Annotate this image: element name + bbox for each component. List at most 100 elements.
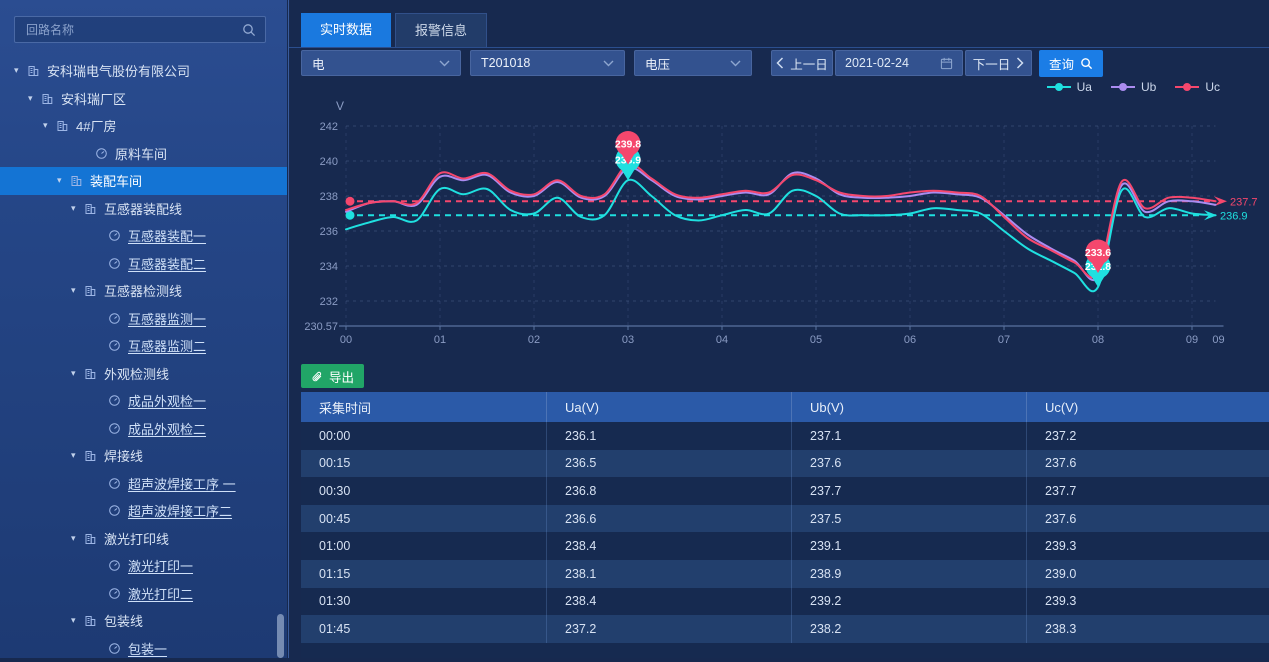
date-input[interactable]: 2021-02-24 [835,50,963,76]
tree-item[interactable]: ▾激光打印线 [0,525,287,553]
tree-item[interactable]: ▾焊接线 [0,442,287,470]
tree-item[interactable]: 互感器监测二 [0,332,287,360]
next-day-button[interactable]: 下一日 [965,50,1032,76]
table-cell: 237.2 [546,615,791,643]
tree-item[interactable]: ▾ 互感器检测线 [0,277,287,305]
tree-item[interactable]: 成品外观检二 [0,415,287,443]
tree-item[interactable]: 互感器装配一 [0,222,287,250]
svg-text:00: 00 [340,334,352,346]
tree-item-label: 包装线 [104,611,143,630]
building-icon [84,367,97,380]
gauge-icon [108,339,121,352]
legend-item-ub[interactable]: Ub [1110,80,1156,94]
table-cell: 237.2 [1026,422,1269,450]
caret-down-icon[interactable]: ▾ [14,66,27,75]
svg-text:08: 08 [1092,334,1104,346]
next-day-label: 下一日 [973,54,1011,73]
svg-text:239.8: 239.8 [615,139,641,151]
search-input[interactable] [24,22,242,38]
table-cell: 237.6 [1026,450,1269,478]
tree-item[interactable]: 成品外观检一 [0,387,287,415]
caret-down-icon[interactable]: ▾ [71,369,84,378]
tree-item-label: 外观检测线 [104,364,169,383]
tab-alarm-info[interactable]: 报警信息 [395,13,487,47]
building-icon [84,614,97,627]
tree-item[interactable]: 原料车间 [0,140,287,168]
query-button[interactable]: 查询 [1039,50,1103,77]
gauge-icon [108,642,121,655]
tree-item-label: 互感器装配线 [104,199,182,218]
search-icon[interactable] [242,23,256,37]
table-cell: 01:15 [301,560,546,588]
tree-item[interactable]: ▾装配车间 [0,167,287,195]
tree-item[interactable]: ▾ 互感器装配线 [0,195,287,223]
svg-text:02: 02 [528,334,540,346]
chevron-left-icon [776,57,784,69]
paperclip-icon [311,370,323,383]
tree-item-label: 激光打印一 [128,556,193,575]
tree-item[interactable]: 互感器监测一 [0,305,287,333]
svg-text:236: 236 [320,226,338,238]
select-value: 电 [312,54,325,73]
legend-item-ua[interactable]: Ua [1046,80,1092,94]
table-cell: 239.0 [1026,560,1269,588]
building-icon [84,449,97,462]
tree-item[interactable]: ▾ 外观检测线 [0,360,287,388]
tab-realtime-data[interactable]: 实时数据 [301,13,391,47]
tree-item-label: 互感器监测一 [128,309,206,328]
table-cell: 236.5 [546,450,791,478]
caret-down-icon[interactable]: ▾ [71,286,84,295]
device-select[interactable]: T201018 [470,50,625,76]
export-button[interactable]: 导出 [301,364,364,388]
svg-text:03: 03 [622,334,634,346]
svg-text:05: 05 [810,334,822,346]
caret-down-icon[interactable]: ▾ [71,204,84,213]
circuit-search-box[interactable] [14,16,266,43]
caret-down-icon[interactable]: ▾ [71,616,84,625]
energy-type-select[interactable]: 电 [301,50,461,76]
sidebar-scrollbar-thumb[interactable] [277,614,284,658]
tree-item[interactable]: ▾安科瑞电气股份有限公司 [0,57,287,85]
tree-item-label: 包装一 [128,639,167,658]
tree-item[interactable]: 超声波焊接工序二 [0,497,287,525]
tree-item[interactable]: 超声波焊接工序 一 [0,470,287,498]
sidebar: ▾安科瑞电气股份有限公司▾安科瑞厂区▾4#厂房原料车间▾装配车间▾互感器装配线互… [0,0,287,658]
select-value: 电压 [645,54,670,73]
table-cell: 238.4 [546,588,791,616]
column-header: Ub(V) [791,392,1026,422]
table-cell: 236.1 [546,422,791,450]
caret-down-icon[interactable]: ▾ [43,121,56,130]
tree-item[interactable]: 互感器装配二 [0,250,287,278]
date-value: 2021-02-24 [845,56,909,70]
tree-item-label: 互感器检测线 [104,281,182,300]
caret-down-icon[interactable]: ▾ [71,451,84,460]
gauge-icon [108,312,121,325]
tree-item[interactable]: ▾4#厂房 [0,112,287,140]
tree-item-label: 成品外观检一 [128,391,206,410]
main-panel: 实时数据 报警信息 电 T201018 电压 上一日 2021-02-24 下一… [288,0,1269,658]
device-tree: ▾安科瑞电气股份有限公司▾安科瑞厂区▾4#厂房原料车间▾装配车间▾互感器装配线互… [0,57,287,662]
table-cell: 00:45 [301,505,546,533]
tree-item[interactable]: ▾安科瑞厂区 [0,85,287,113]
calendar-icon[interactable] [940,57,953,70]
caret-down-icon[interactable]: ▾ [71,534,84,543]
chart-legend: Ua Ub Uc [1046,80,1220,94]
table-cell: 238.4 [546,532,791,560]
tree-item-label: 成品外观检二 [128,419,206,438]
caret-down-icon[interactable]: ▾ [57,176,70,185]
svg-text:V: V [336,99,344,113]
tree-item-label: 互感器监测二 [128,336,206,355]
caret-down-icon[interactable]: ▾ [28,94,41,103]
table-cell: 239.2 [791,588,1026,616]
prev-day-button[interactable]: 上一日 [771,50,833,76]
chevron-down-icon [439,60,450,67]
tree-item[interactable]: 激光打印二 [0,580,287,608]
table-cell: 237.1 [791,422,1026,450]
tree-item[interactable]: ▾ 包装线 [0,607,287,635]
legend-item-uc[interactable]: Uc [1174,80,1220,94]
metric-select[interactable]: 电压 [634,50,752,76]
tree-item[interactable]: 激光打印一 [0,552,287,580]
